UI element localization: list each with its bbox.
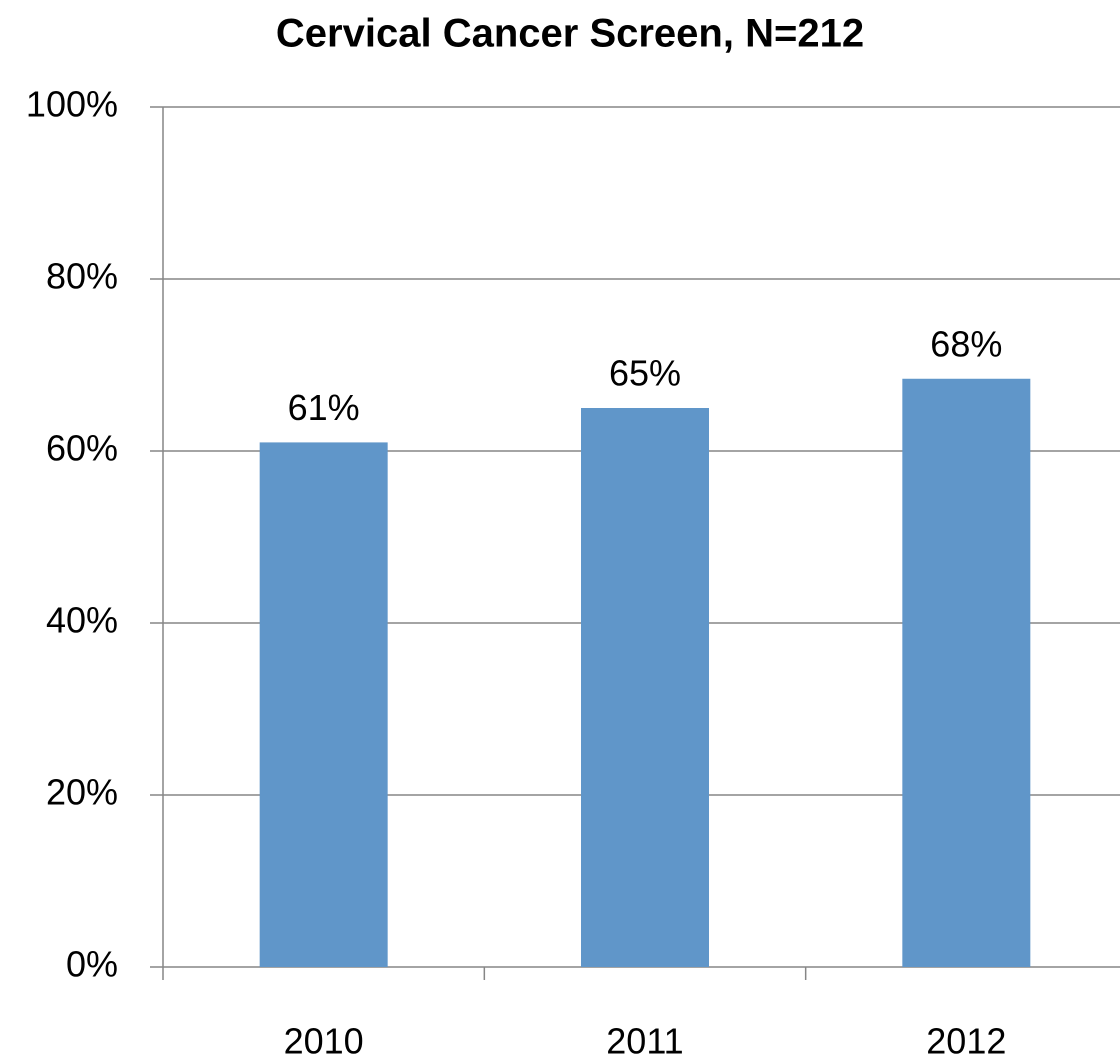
bar bbox=[902, 378, 1031, 967]
chart-title: Cervical Cancer Screen, N=212 bbox=[276, 12, 864, 56]
y-tick-label: 0% bbox=[66, 944, 118, 985]
data-label: 65% bbox=[609, 353, 681, 394]
y-tick-label: 40% bbox=[46, 600, 118, 641]
bar bbox=[581, 408, 709, 967]
y-tick-label: 80% bbox=[46, 256, 118, 297]
x-tick-label: 2010 bbox=[284, 1021, 364, 1062]
x-tick-label: 2011 bbox=[606, 1021, 683, 1062]
y-tick-label: 60% bbox=[46, 428, 118, 469]
bar bbox=[259, 442, 388, 967]
y-tick-label: 20% bbox=[46, 772, 118, 813]
y-tick-label: 100% bbox=[26, 84, 118, 125]
x-tick-label: 2012 bbox=[926, 1021, 1006, 1062]
data-label: 61% bbox=[288, 387, 360, 428]
data-label: 68% bbox=[930, 323, 1002, 364]
